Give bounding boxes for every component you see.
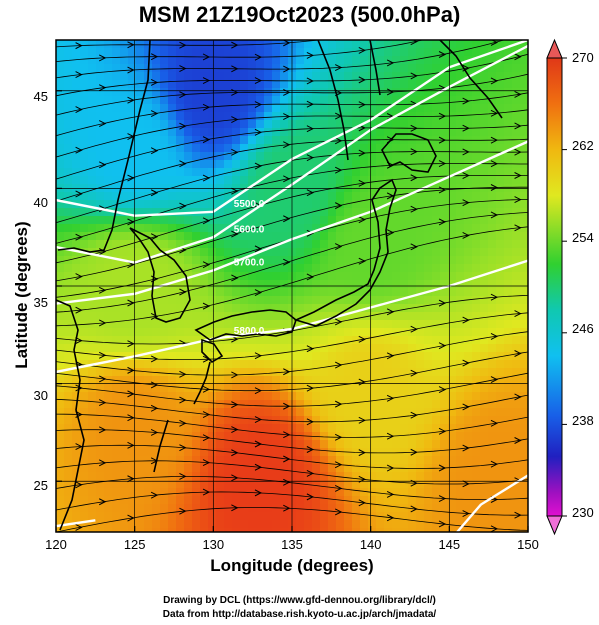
- colorbar-tick-label: 238: [572, 413, 594, 428]
- contour-label: 5500.0: [234, 199, 265, 210]
- y-tick-label: 45: [33, 89, 48, 104]
- chart-title: MSM 21Z19Oct2023 (500.0hPa): [138, 2, 461, 27]
- y-tick-marks: [56, 90, 62, 482]
- x-tick-label: 130: [202, 537, 225, 552]
- credit-data-source: Data from http://database.rish.kyoto-u.a…: [162, 609, 437, 620]
- x-tick-label: 150: [517, 537, 539, 552]
- y-tick-label: 35: [33, 295, 48, 310]
- contour-label: 5700.0: [234, 258, 265, 269]
- contour-labels: 5800.0 5700.0 5600.0 5500.0: [234, 199, 265, 337]
- colorbar-tick-label: 270: [572, 50, 594, 65]
- colorbar-tick-label: 254: [572, 230, 594, 245]
- colorbar-tick-label: 262: [572, 138, 594, 153]
- colorbar-tick-marks: [562, 57, 567, 517]
- x-tick-label: 145: [438, 537, 461, 552]
- contour-label: 5600.0: [234, 224, 265, 235]
- lat-lon-grid: [56, 40, 528, 532]
- y-tick-label: 30: [33, 388, 48, 403]
- colorbar-min-arrow: [546, 515, 563, 536]
- x-tick-label: 140: [359, 537, 382, 552]
- colorbar-max-arrow: [546, 38, 563, 59]
- x-tick-label: 135: [281, 537, 303, 552]
- colorbar: [546, 57, 563, 517]
- colorbar-tick-label: 246: [572, 321, 594, 336]
- credit-drawing: Drawing by DCL (https://www.gfd-dennou.o…: [163, 595, 436, 606]
- x-tick-label: 125: [123, 537, 146, 552]
- contour-label: 5800.0: [234, 326, 265, 337]
- y-tick-label: 40: [33, 195, 48, 210]
- coastlines: [56, 40, 503, 531]
- x-tick-marks: [55, 526, 529, 532]
- colorbar-tick-label: 230: [572, 505, 594, 520]
- y-tick-label: 25: [33, 478, 48, 493]
- x-axis-label: Longitude (degrees): [210, 556, 374, 575]
- x-tick-label: 120: [45, 537, 67, 552]
